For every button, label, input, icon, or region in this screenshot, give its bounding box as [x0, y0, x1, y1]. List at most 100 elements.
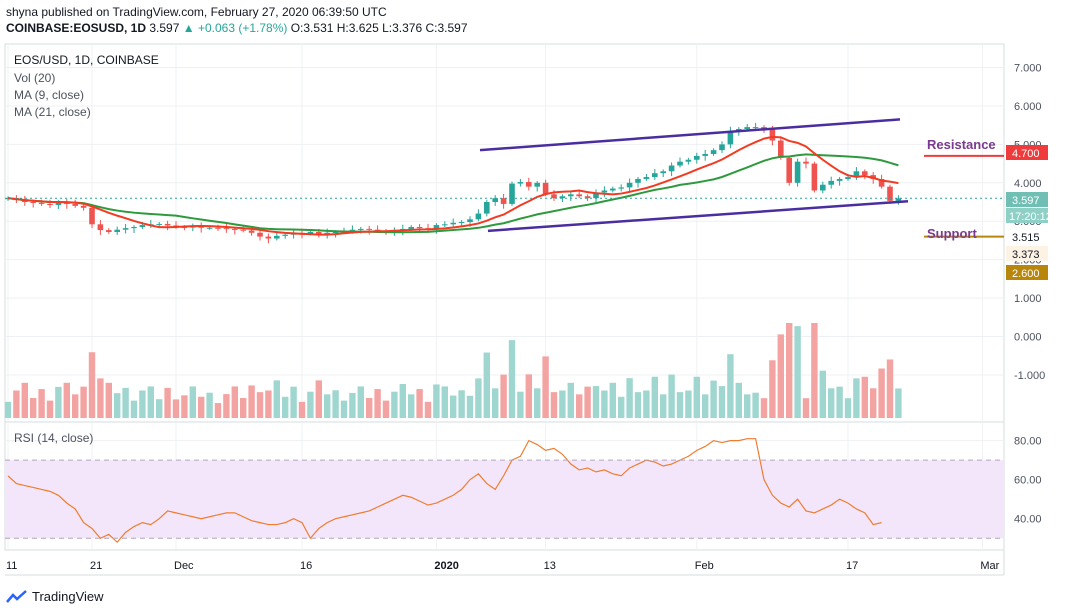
volume-bar — [340, 400, 348, 418]
time-axis-tick: Feb — [695, 560, 714, 572]
volume-bar — [248, 385, 255, 418]
candle-body — [794, 161, 801, 183]
volume-bar — [769, 360, 776, 418]
volume-bar — [718, 386, 726, 418]
ma21-line — [7, 153, 899, 234]
volume-bar — [744, 394, 751, 418]
candle-body — [769, 129, 776, 141]
price-axis-tick: -1.000 — [1014, 370, 1045, 382]
volume-bar — [189, 386, 196, 418]
candle-body — [366, 228, 372, 230]
price-pane-border — [4, 43, 1005, 423]
candle-body — [257, 232, 263, 237]
candle-body — [467, 219, 473, 223]
volume-bar — [164, 387, 171, 418]
volume-bar — [38, 389, 45, 418]
candle-body — [349, 229, 356, 231]
candle-body — [710, 150, 717, 154]
candle-body — [80, 205, 87, 208]
volume-bar — [307, 391, 314, 418]
candle-body — [828, 180, 834, 185]
volume-bar — [332, 390, 339, 418]
volume-bar — [231, 386, 238, 418]
candle-body — [72, 203, 78, 206]
volume-bar — [760, 398, 768, 418]
candle-body — [442, 224, 448, 226]
candle-body — [38, 202, 45, 204]
candle-body — [685, 159, 692, 162]
current-price-tag-text: 3.597 — [1012, 195, 1040, 207]
volume-bar — [441, 386, 448, 418]
legend-vol: Vol (20) — [14, 71, 55, 85]
volume-bar — [735, 382, 742, 418]
volume-bar — [181, 395, 188, 418]
volume-bar — [483, 352, 490, 418]
channel-lower-line[interactable] — [487, 200, 909, 233]
price-axis-tick: 1.000 — [1014, 293, 1042, 305]
resistance-tag-text: 4.700 — [1012, 148, 1040, 160]
volume-bar — [676, 392, 684, 418]
candle-body — [778, 140, 784, 158]
candle-body — [307, 231, 314, 234]
volume-bar — [542, 356, 549, 418]
candle-body — [492, 198, 498, 203]
legend-ma9: MA (9, close) — [14, 88, 84, 102]
price-axis-tick: 0.000 — [1014, 332, 1042, 344]
candle-body — [190, 226, 196, 228]
candle-body — [836, 178, 843, 181]
volume-bar — [366, 397, 373, 418]
candle-body — [652, 173, 658, 178]
volume-bar — [382, 400, 390, 418]
volume-bar — [324, 394, 331, 418]
candle-body — [878, 178, 885, 187]
volume-bar — [693, 376, 700, 418]
candle-body — [433, 225, 440, 229]
candle-body — [559, 196, 566, 199]
candle-body — [752, 127, 759, 129]
volume-bar — [508, 340, 516, 418]
rsi-axis-labels: 80.00 60.00 40.00 — [1014, 436, 1042, 526]
candle-body — [131, 227, 137, 229]
countdown-text: 17:20:12 — [1009, 211, 1052, 223]
volume-bar — [357, 386, 364, 418]
candle-body — [500, 198, 507, 204]
volume-bar — [794, 326, 801, 418]
candle-body — [106, 230, 112, 232]
ma9-price-tag: 3.515 — [1006, 229, 1048, 244]
candle-body — [601, 190, 608, 193]
candle-body — [47, 203, 53, 206]
volume-bar — [105, 382, 112, 418]
current-price-tag: 3.597 17:20:12 — [1006, 192, 1052, 223]
candle-body — [610, 188, 616, 191]
ma21-tag-text: 3.373 — [1012, 249, 1040, 261]
time-axis-tick: 21 — [90, 560, 102, 572]
last-price: 3.597 — [149, 21, 180, 35]
rsi-line — [7, 438, 882, 544]
rsi-guides — [5, 459, 1004, 539]
volume-bar — [63, 382, 70, 418]
volume-bar — [4, 401, 12, 418]
candle-body — [542, 182, 549, 195]
candle-body — [223, 228, 230, 230]
candle-body — [593, 192, 599, 199]
volume-bar — [21, 382, 28, 418]
ma9-line — [7, 135, 899, 236]
volume-bar — [626, 378, 633, 418]
tradingview-footer[interactable]: TradingView — [6, 589, 104, 604]
channel-upper-line[interactable] — [479, 118, 901, 152]
ma21-price-tag: 3.373 — [1006, 246, 1048, 261]
ma9-tag-text: 3.515 — [1012, 232, 1040, 244]
candle-body — [727, 130, 734, 145]
volume-bar — [609, 382, 616, 418]
candle-body — [232, 228, 238, 230]
candle-body — [89, 207, 95, 225]
candle-body — [744, 127, 750, 130]
support-label: Support — [927, 226, 977, 241]
volume-bar — [651, 376, 658, 418]
volume-bar — [416, 389, 423, 418]
rsi-band — [5, 460, 1004, 539]
volume-bar — [240, 397, 247, 418]
volume-bar — [206, 392, 213, 418]
volume-bar — [424, 401, 432, 418]
